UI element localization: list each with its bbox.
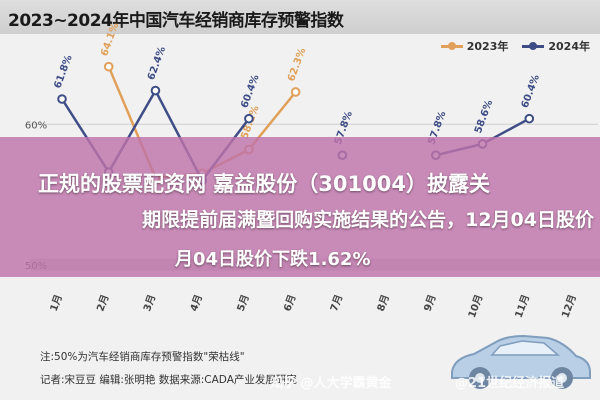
y-tick-label: 60% — [25, 120, 47, 131]
data-label: 62.3% — [286, 47, 308, 83]
legend: 2023年 2024年 — [440, 38, 590, 54]
legend-swatch-2024 — [522, 41, 545, 50]
watermark-zhihu: 知乎 @人大学霸黄金 — [270, 376, 392, 391]
x-tick-label: 1月 — [48, 293, 65, 313]
data-label: 60.4% — [520, 73, 542, 109]
x-tick-label: 8月 — [375, 293, 392, 313]
headline-overlay — [0, 137, 600, 277]
x-tick-label: 5月 — [235, 293, 252, 313]
data-point-2023 — [290, 87, 301, 97]
headline-line-2[interactable]: 期限提前届满暨回购实施结果的公告，12月04日股价 — [142, 209, 594, 231]
legend-label-2024: 2024年 — [548, 40, 590, 53]
watermark-21st: @21世纪经济报道 — [455, 376, 565, 391]
data-point-2024 — [244, 113, 254, 124]
data-point-2024 — [524, 113, 535, 124]
x-tick-label: 3月 — [141, 293, 158, 313]
title-band: 2023~2024年中国汽车经销商库存预警指数 — [0, 0, 600, 34]
legend-item-2024: 2024年 — [522, 38, 590, 54]
legend-swatch-2023 — [440, 41, 463, 50]
data-label: 60.4% — [239, 73, 261, 109]
x-tick-label: 11月 — [513, 293, 532, 320]
x-tick-label: 6月 — [281, 293, 298, 313]
credits-note: 记者:宋豆豆 编辑:张明艳 数据来源:CADA产业发展研究 — [40, 374, 297, 386]
data-label: 61.8% — [52, 54, 74, 90]
headline-line-1[interactable]: 正规的股票配资网 嘉益股份（301004）披露关 — [38, 172, 490, 196]
data-label: 58.6% — [473, 99, 495, 135]
legend-label-2023: 2023年 — [466, 40, 509, 53]
x-tick-label: 7月 — [328, 293, 345, 313]
data-label: 62.4% — [146, 45, 168, 81]
data-point-2024 — [57, 94, 67, 104]
data-point-2024 — [150, 85, 161, 96]
chart-title: 2023~2024年中国汽车经销商库存预警指数 — [8, 11, 344, 31]
legend-item-2023: 2023年 — [440, 38, 509, 54]
threshold-note: 注:50%为汽车经销商库存预警指数"荣枯线" — [40, 351, 245, 363]
data-label: 64.1% — [99, 21, 121, 57]
car-icon — [451, 334, 591, 389]
x-tick-label: 10月 — [466, 293, 485, 320]
data-point-2023 — [103, 61, 114, 72]
x-tick-label: 2月 — [94, 293, 111, 313]
x-tick-label: 12月 — [559, 293, 578, 320]
x-tick-label: 9月 — [422, 293, 439, 313]
headline-line-3[interactable]: 月04日股价下跌1.62% — [175, 249, 371, 270]
x-tick-label: 4月 — [188, 293, 205, 313]
